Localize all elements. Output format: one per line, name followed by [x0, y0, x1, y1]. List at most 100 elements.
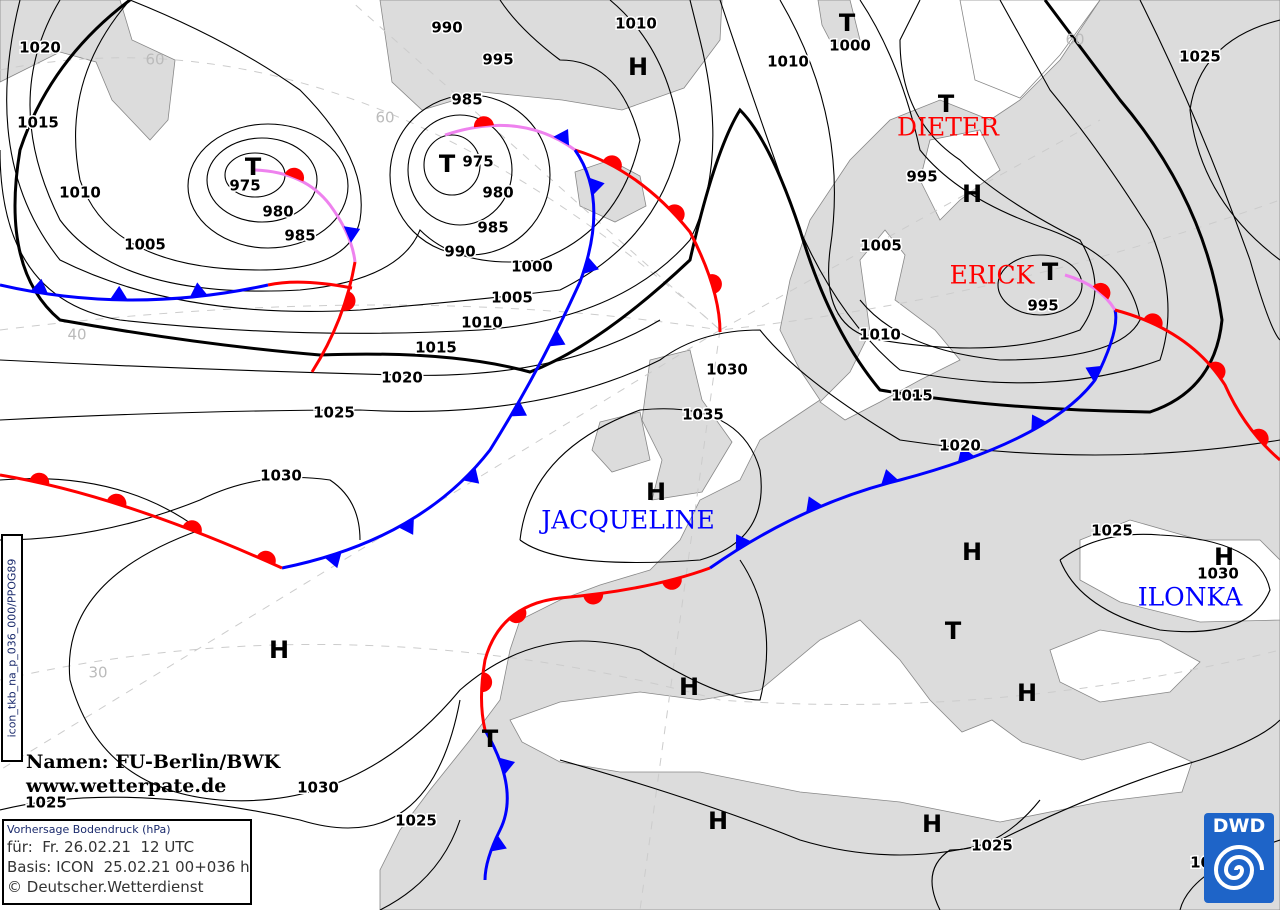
high-center: H	[1214, 543, 1234, 571]
isobar-label: 995	[482, 51, 513, 69]
warm-front-symbol	[284, 167, 304, 182]
isobar-label: 990	[431, 19, 462, 37]
isobar-label: 1015	[891, 387, 933, 405]
info-basis: Basis: ICON 25.02.21 00+036 h	[7, 858, 250, 876]
isobar-label: 1010	[859, 326, 901, 344]
isobar-label: 980	[482, 184, 513, 202]
isobar-label: 1030	[706, 361, 748, 379]
isobar-label: 1025	[395, 812, 437, 830]
isobar-label: 1020	[19, 39, 61, 57]
warm-front-symbol	[708, 274, 722, 294]
grid-line	[0, 57, 1280, 331]
isobar-label: 995	[1027, 297, 1058, 315]
high-center: H	[962, 180, 982, 208]
grid-line	[639, 329, 721, 910]
cold-front	[483, 729, 509, 881]
warm-front-symbol	[1143, 313, 1163, 328]
system-name-erick: ERICK	[950, 261, 1036, 290]
high-center: H	[1017, 679, 1037, 707]
isobar-label: 995	[906, 168, 937, 186]
grid-labels: 60 60 40 30 60	[67, 31, 1084, 682]
system-name-jacqueline: JACQUELINE	[538, 506, 715, 535]
isobar-label: 975	[462, 153, 493, 171]
product-code: icon_tkb_na_p_036_000/PPOG89	[5, 558, 19, 738]
high-center: H	[962, 538, 982, 566]
warm-front-symbol	[603, 155, 622, 171]
mediterranean-sea	[509, 619, 1193, 823]
latitude-label: 30	[88, 664, 107, 682]
cold-front-symbol	[589, 177, 605, 196]
isobar-label: 1010	[59, 184, 101, 202]
caspian-region	[1079, 519, 1280, 623]
cold-front	[281, 149, 596, 570]
isobar-1015-hpa	[13, 0, 1224, 414]
isobar-label: 1030	[297, 779, 339, 797]
warm-front-symbol	[256, 550, 276, 565]
cold-front-symbol	[398, 518, 414, 535]
isobar-label: 1015	[415, 339, 457, 357]
occluded-front	[254, 168, 357, 263]
latitude-label: 60	[145, 51, 164, 69]
isobar-label: 985	[477, 219, 508, 237]
cold-front-symbol	[324, 552, 342, 569]
system-names: DIETER ERICK JACQUELINE ILONKA	[538, 113, 1243, 612]
cold-front-symbol	[189, 282, 208, 298]
isobar-label: 1025	[313, 404, 355, 422]
cold-front-symbol	[462, 467, 480, 484]
credit-names: Namen: FU-Berlin/BWK	[26, 751, 281, 773]
warm-front	[310, 261, 357, 373]
isobar-label: 1025	[1179, 48, 1221, 66]
warm-front-symbol	[508, 607, 527, 624]
isobar-label: 1020	[381, 369, 423, 387]
cold-front-symbol	[881, 469, 899, 486]
isobar-label: 1000	[829, 37, 871, 55]
cold-front-symbol	[582, 256, 599, 274]
high-center: H	[922, 810, 942, 838]
pressure-centers: T T H T T H T H H T H H H H T H H	[245, 9, 1234, 838]
latitude-label: 40	[67, 326, 86, 344]
grid-line	[0, 329, 721, 771]
forecast-info-box: Vorhersage Bodendruck (hPa) für: Fr. 26.…	[2, 819, 252, 905]
cold-front-symbol	[735, 534, 752, 551]
occluded-front	[1064, 273, 1117, 311]
low-center: T	[439, 150, 456, 178]
occluded-front	[444, 123, 576, 152]
warm-front-symbol	[481, 672, 493, 693]
warm-front-symbol	[662, 577, 682, 590]
warm-front-symbol	[1252, 428, 1269, 447]
cold-front-symbol	[490, 834, 507, 852]
isobar-label: 1005	[491, 289, 533, 307]
isobar-label: 1030	[260, 467, 302, 485]
warm-front-symbol	[474, 116, 494, 128]
great-britain	[641, 349, 733, 501]
low-center: T	[938, 90, 955, 118]
system-name-ilonka: ILONKA	[1138, 583, 1244, 612]
svalbard	[817, 0, 861, 51]
cold-front-symbol	[109, 285, 128, 301]
high-center: H	[679, 673, 699, 701]
isobar-label: 1000	[511, 258, 553, 276]
grid-line	[0, 304, 721, 331]
cold-front-symbol	[1085, 365, 1103, 382]
isobar-label: 1030	[1197, 565, 1239, 583]
isobar-label: 1005	[124, 236, 166, 254]
white-sea	[919, 129, 1001, 221]
cold-front-symbol	[510, 400, 528, 417]
isobar-label: 1025	[971, 837, 1013, 855]
credit-url[interactable]: www.wetterpate.de	[26, 775, 227, 797]
ireland	[591, 411, 651, 473]
warm-front-symbol	[667, 204, 685, 222]
warm-front-symbol	[1209, 361, 1226, 380]
isobar-label: 985	[284, 227, 315, 245]
isobar-label: 980	[262, 203, 293, 221]
cold-front-symbol	[957, 446, 975, 463]
isobar-label: 1025	[25, 794, 67, 812]
low-center: T	[245, 153, 262, 181]
isobar-label: 1010	[767, 53, 809, 71]
cold-front-symbol	[343, 226, 361, 243]
isobar-label: 1020	[939, 437, 981, 455]
isobar-label: 985	[451, 91, 482, 109]
info-title: Vorhersage Bodendruck (hPa)	[7, 823, 171, 836]
